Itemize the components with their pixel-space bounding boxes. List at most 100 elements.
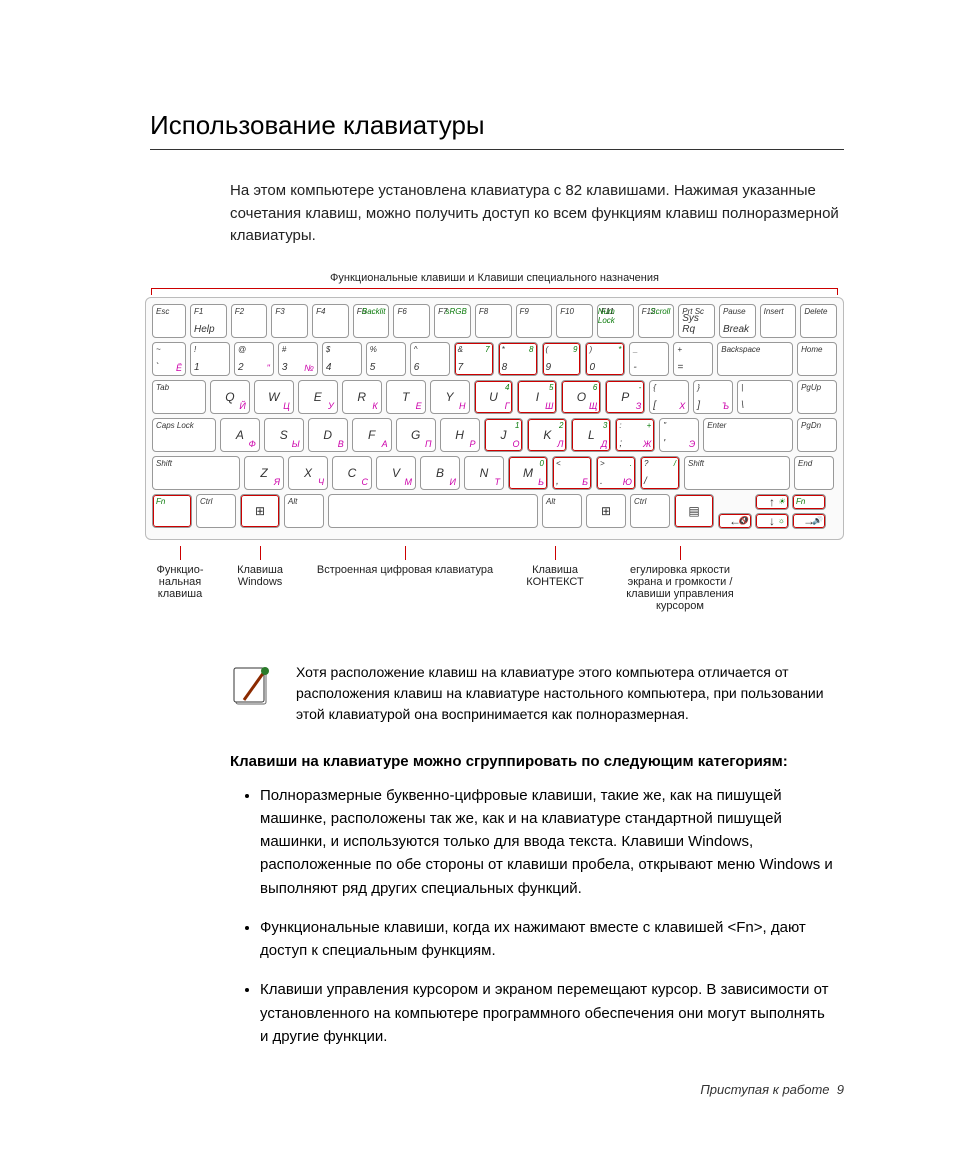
key: F11Num Lock	[597, 304, 634, 338]
key: ЙQ	[210, 380, 250, 414]
callout-label: Клавиша КОНТЕКСТ	[515, 546, 595, 612]
key: *88	[498, 342, 538, 376]
key: Caps Lock	[152, 418, 216, 452]
context-menu-key-icon: ▤	[674, 494, 714, 528]
key: PgUp	[797, 380, 837, 414]
keyboard-row: FnCtrl⊞AltAlt⊞Ctrl▤☀↑Fn🔇←☼↓🔊→	[152, 494, 837, 529]
windows-key-icon: ⊞	[240, 494, 280, 528]
categories-heading: Клавиши на клавиатуре можно сгруппироват…	[230, 753, 844, 770]
key: Ctrl	[630, 494, 670, 528]
top-brace	[151, 288, 838, 295]
key: Prt ScSys Rq	[678, 304, 715, 338]
key: 3ДL	[571, 418, 611, 452]
page-title: Использование клавиатуры	[150, 110, 844, 150]
top-brace-label: Функциональные клавиши и Клавиши специал…	[145, 272, 844, 284]
key: ИB	[420, 456, 460, 490]
key: Ctrl	[196, 494, 236, 528]
key: ЯZ	[244, 456, 284, 490]
key: F8	[475, 304, 512, 338]
note-block: Хотя расположение клавиш на клавиатуре э…	[230, 662, 844, 725]
key: ФA	[220, 418, 260, 452]
key: Insert	[760, 304, 797, 338]
key: ТN	[464, 456, 504, 490]
key: PgDn	[797, 418, 837, 452]
key: +=	[673, 342, 713, 376]
note-text: Хотя расположение клавиш на клавиатуре э…	[296, 662, 844, 725]
keyboard-row: ~`Ё!1@2"#3№$4%5^6&77*88(99)*0_-+=Backspa…	[152, 342, 837, 376]
key: ЦW	[254, 380, 294, 414]
key: )*0	[585, 342, 625, 376]
key: }]Ъ	[693, 380, 733, 414]
key: 2ЛK	[527, 418, 567, 452]
key: F2	[231, 304, 268, 338]
key: F9	[516, 304, 553, 338]
key: СC	[332, 456, 372, 490]
key: F10	[556, 304, 593, 338]
key: #3№	[278, 342, 318, 376]
key: 🔊→	[792, 513, 826, 529]
key: 🔇←	[718, 513, 752, 529]
key: КR	[342, 380, 382, 414]
key: ^6	[410, 342, 450, 376]
note-icon	[230, 662, 278, 710]
key: ☼↓	[755, 513, 789, 529]
key: F6	[393, 304, 430, 338]
key: УE	[298, 380, 338, 414]
key: _-	[629, 342, 669, 376]
key: ?//	[640, 456, 680, 490]
list-item: Функциональные клавиши, когда их нажимаю…	[260, 916, 844, 963]
page-footer: Приступая к работе 9	[150, 1082, 844, 1097]
key: F5Backlit	[353, 304, 390, 338]
key: $4	[322, 342, 362, 376]
key: НY	[430, 380, 470, 414]
key: !1	[190, 342, 230, 376]
key: |\	[737, 380, 793, 414]
key: Delete	[800, 304, 837, 338]
key: АF	[352, 418, 392, 452]
key: Tab	[152, 380, 206, 414]
key: ВD	[308, 418, 348, 452]
key: <,Б	[552, 456, 592, 490]
key: F12Scroll	[638, 304, 675, 338]
key: Shift	[152, 456, 240, 490]
keyboard-row: EscF1HelpF2F3F4F5BacklitF6F7sRGBF8F9F10F…	[152, 304, 837, 338]
categories-list: Полноразмерные буквенно-цифровые клавиши…	[260, 784, 844, 1049]
key: Alt	[284, 494, 324, 528]
callout-label: Клавиша Windows	[225, 546, 295, 612]
callout-label: Функцио- нальная клавиша	[145, 546, 215, 612]
key: F3	[271, 304, 308, 338]
arrow-cluster: ☀↑Fn🔇←☼↓🔊→	[718, 494, 826, 529]
key: Esc	[152, 304, 186, 338]
key: %5	[366, 342, 406, 376]
key: 4ГU	[474, 380, 514, 414]
spacebar-key	[328, 494, 538, 528]
callout-label: егулировка яркости экрана и громкости / …	[605, 546, 755, 612]
key: End	[794, 456, 834, 490]
keyboard-row: ShiftЯZЧXСCМVИBТN0ЬM<,Б>..Ю?//ShiftEnd	[152, 456, 837, 490]
key: Alt	[542, 494, 582, 528]
key: F1Help	[190, 304, 227, 338]
key: 6ЩO	[561, 380, 601, 414]
list-item: Клавиши управления курсором и экраном пе…	[260, 978, 844, 1048]
key: {[Х	[649, 380, 689, 414]
key: PauseBreak	[719, 304, 756, 338]
key: 0ЬM	[508, 456, 548, 490]
key: @2"	[234, 342, 274, 376]
key: Backspace	[717, 342, 793, 376]
callout-label: Встроенная цифровая клавиатура	[305, 546, 505, 612]
key: ПG	[396, 418, 436, 452]
key: :+;Ж	[615, 418, 655, 452]
key: МV	[376, 456, 416, 490]
key: ЧX	[288, 456, 328, 490]
key: Home	[797, 342, 837, 376]
key: Shift	[684, 456, 790, 490]
key: F7sRGB	[434, 304, 471, 338]
keyboard-diagram: Функциональные клавиши и Клавиши специал…	[145, 272, 844, 612]
key: 5ШI	[517, 380, 557, 414]
windows-key-icon: ⊞	[586, 494, 626, 528]
keyboard-row: Caps LockФAЫSВDАFПGРH1ОJ2ЛK3ДL:+;Ж"'ЭEnt…	[152, 418, 837, 452]
key: &77	[454, 342, 494, 376]
key: >..Ю	[596, 456, 636, 490]
intro-text: На этом компьютере установлена клавиатур…	[230, 180, 844, 248]
key: Fn	[792, 494, 826, 510]
